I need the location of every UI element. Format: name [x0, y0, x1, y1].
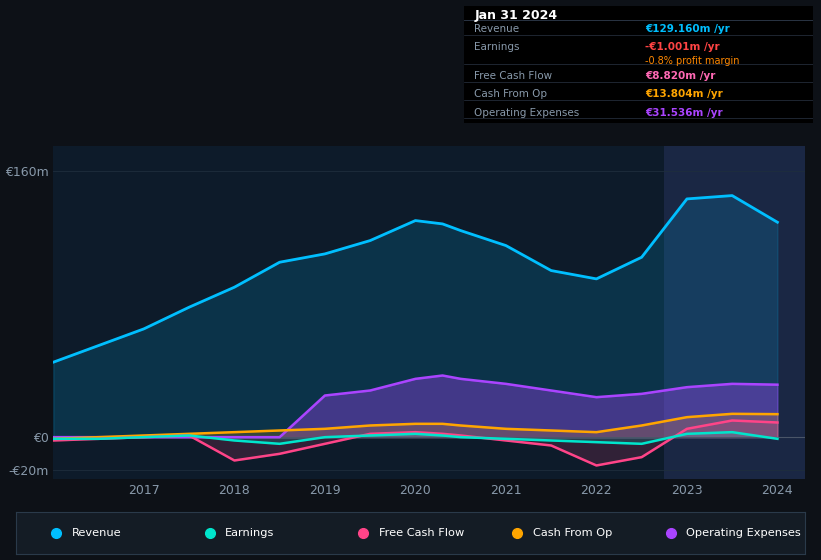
Text: Free Cash Flow: Free Cash Flow [475, 72, 553, 81]
Text: -€1.001m /yr: -€1.001m /yr [645, 43, 720, 53]
Text: Cash From Op: Cash From Op [475, 90, 548, 100]
Text: -0.8% profit margin: -0.8% profit margin [645, 56, 740, 66]
Text: Jan 31 2024: Jan 31 2024 [475, 9, 557, 22]
Text: Earnings: Earnings [225, 529, 275, 538]
Text: €31.536m /yr: €31.536m /yr [645, 108, 723, 118]
Text: Operating Expenses: Operating Expenses [686, 529, 801, 538]
Text: Free Cash Flow: Free Cash Flow [379, 529, 464, 538]
Text: Revenue: Revenue [71, 529, 122, 538]
Text: Operating Expenses: Operating Expenses [475, 108, 580, 118]
Text: €13.804m /yr: €13.804m /yr [645, 90, 723, 100]
Text: Revenue: Revenue [475, 25, 520, 34]
Text: Cash From Op: Cash From Op [533, 529, 612, 538]
Bar [664, 146, 805, 479]
Text: Earnings: Earnings [475, 43, 520, 53]
Text: €8.820m /yr: €8.820m /yr [645, 72, 716, 81]
Text: €129.160m /yr: €129.160m /yr [645, 25, 730, 34]
